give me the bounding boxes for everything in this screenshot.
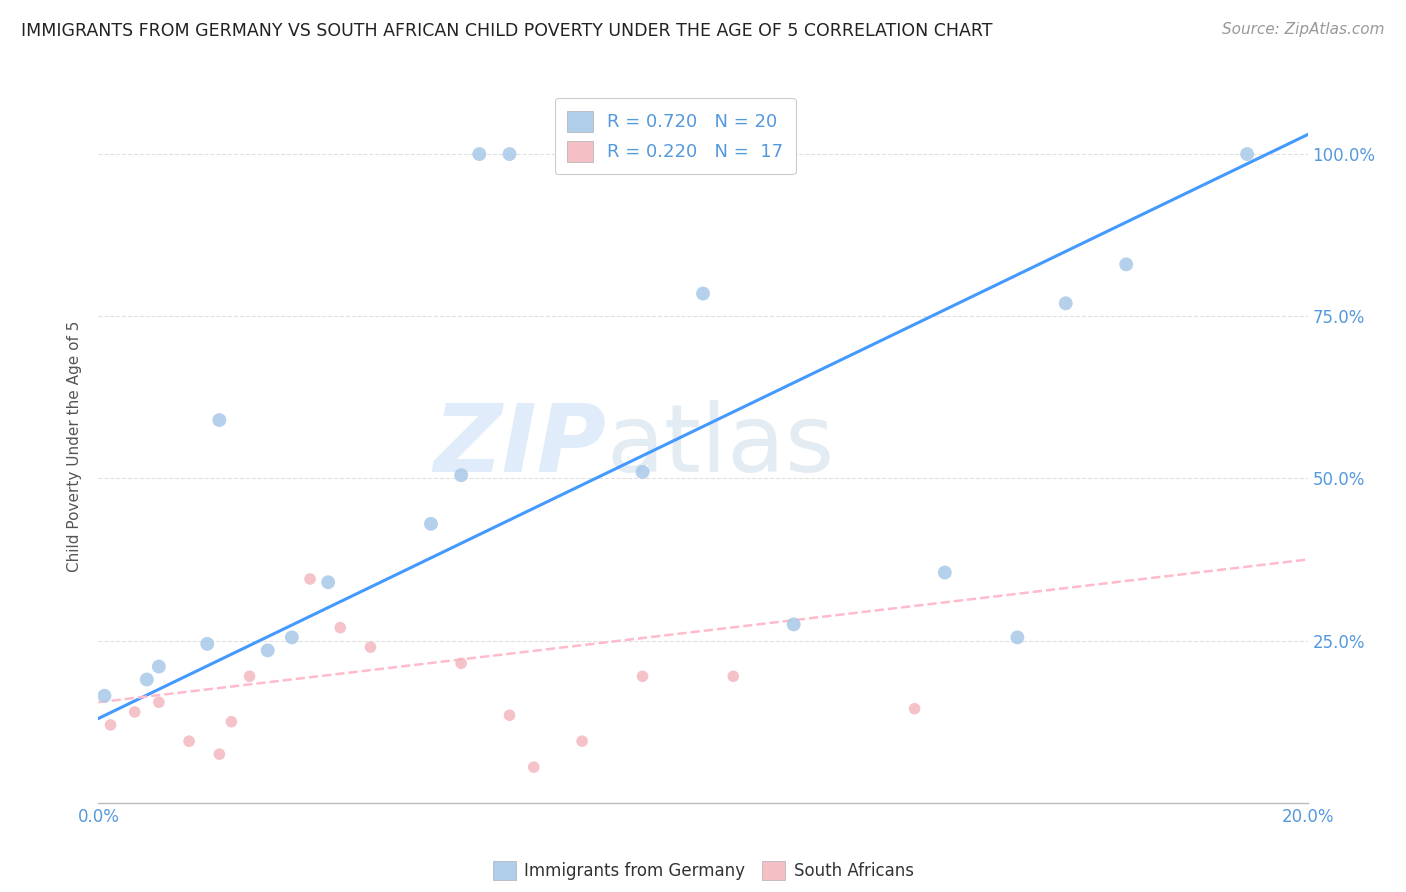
Point [783,617,806,632]
Text: Source: ZipAtlas.com: Source: ZipAtlas.com [1222,22,1385,37]
Point [498,147,520,161]
Point [316,575,339,590]
Point [124,705,146,719]
Point [904,702,927,716]
Point [934,566,956,580]
Point [148,695,170,709]
Point [1007,631,1029,645]
Point [100,718,122,732]
Point [208,413,231,427]
Point [281,631,304,645]
Text: IMMIGRANTS FROM GERMANY VS SOUTH AFRICAN CHILD POVERTY UNDER THE AGE OF 5 CORREL: IMMIGRANTS FROM GERMANY VS SOUTH AFRICAN… [21,22,993,40]
Point [1115,257,1137,271]
Point [631,465,654,479]
Point [221,714,243,729]
Point [1236,147,1258,161]
Point [135,673,157,687]
Point [179,734,201,748]
Point [329,621,352,635]
Point [631,669,654,683]
Point [523,760,546,774]
Point [360,640,382,654]
Point [692,286,714,301]
Point [148,659,170,673]
Point [450,657,472,671]
Point [195,637,218,651]
Point [498,708,520,723]
Point [93,689,115,703]
Point [256,643,278,657]
Point [450,468,472,483]
Text: ZIP: ZIP [433,400,606,492]
Point [571,734,593,748]
Point [299,572,322,586]
Legend: Immigrants from Germany, South Africans: Immigrants from Germany, South Africans [486,854,920,887]
Point [420,516,443,531]
Y-axis label: Child Poverty Under the Age of 5: Child Poverty Under the Age of 5 [67,320,83,572]
Point [1054,296,1077,310]
Point [468,147,491,161]
Point [723,669,745,683]
Point [239,669,262,683]
Point [208,747,231,761]
Text: atlas: atlas [606,400,835,492]
